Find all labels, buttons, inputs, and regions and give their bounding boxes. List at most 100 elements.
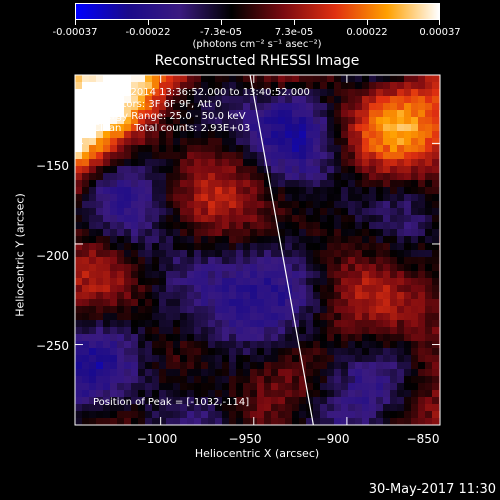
- heatmap-pixel: [355, 124, 362, 131]
- heatmap-pixel: [278, 215, 285, 222]
- heatmap-pixel: [236, 159, 243, 166]
- heatmap-pixel: [166, 145, 173, 152]
- heatmap-pixel: [271, 355, 278, 362]
- heatmap-pixel: [278, 96, 285, 103]
- heatmap-pixel: [159, 166, 166, 173]
- heatmap-pixel: [110, 145, 117, 152]
- heatmap-pixel: [250, 348, 257, 355]
- heatmap-pixel: [75, 215, 82, 222]
- heatmap-pixel: [131, 117, 138, 124]
- heatmap-pixel: [173, 369, 180, 376]
- heatmap-pixel: [236, 369, 243, 376]
- heatmap-pixel: [243, 117, 250, 124]
- heatmap-pixel: [152, 117, 159, 124]
- heatmap-pixel: [89, 257, 96, 264]
- heatmap-pixel: [292, 159, 299, 166]
- heatmap-pixel: [306, 131, 313, 138]
- heatmap-pixel: [397, 208, 404, 215]
- heatmap-pixel: [229, 397, 236, 404]
- heatmap-pixel: [299, 313, 306, 320]
- heatmap-pixel: [404, 159, 411, 166]
- heatmap-pixel: [257, 327, 264, 334]
- heatmap-pixel: [131, 292, 138, 299]
- overlay-energy-range: Energy Range: 25.0 - 50.0 keV: [93, 111, 246, 122]
- heatmap-pixel: [362, 124, 369, 131]
- heatmap-pixel: [320, 201, 327, 208]
- heatmap-pixel: [215, 271, 222, 278]
- heatmap-pixel: [369, 292, 376, 299]
- heatmap-pixel: [236, 173, 243, 180]
- heatmap-pixel: [257, 222, 264, 229]
- heatmap-pixel: [152, 355, 159, 362]
- heatmap-pixel: [82, 145, 89, 152]
- heatmap-pixel: [250, 383, 257, 390]
- heatmap-pixel: [117, 292, 124, 299]
- heatmap-pixel: [425, 390, 432, 397]
- heatmap-pixel: [96, 194, 103, 201]
- heatmap-pixel: [180, 250, 187, 257]
- heatmap-pixel: [89, 411, 96, 418]
- heatmap-pixel: [362, 278, 369, 285]
- heatmap-pixel: [278, 236, 285, 243]
- heatmap-pixel: [355, 285, 362, 292]
- heatmap-pixel: [243, 215, 250, 222]
- heatmap-pixel: [390, 327, 397, 334]
- heatmap-pixel: [187, 320, 194, 327]
- heatmap-pixel: [117, 383, 124, 390]
- heatmap-pixel: [124, 334, 131, 341]
- heatmap-pixel: [215, 208, 222, 215]
- heatmap-pixel: [271, 180, 278, 187]
- heatmap-pixel: [376, 201, 383, 208]
- heatmap-pixel: [152, 383, 159, 390]
- heatmap-pixel: [117, 313, 124, 320]
- heatmap-pixel: [215, 159, 222, 166]
- heatmap-pixel: [397, 341, 404, 348]
- heatmap-pixel: [236, 334, 243, 341]
- heatmap-pixel: [166, 194, 173, 201]
- heatmap-pixel: [82, 138, 89, 145]
- colorbar-tick: [367, 20, 368, 25]
- heatmap-pixel: [425, 110, 432, 117]
- heatmap-pixel: [229, 334, 236, 341]
- heatmap-pixel: [82, 96, 89, 103]
- heatmap-pixel: [425, 292, 432, 299]
- heatmap-pixel: [411, 110, 418, 117]
- heatmap-pixel: [362, 194, 369, 201]
- heatmap-pixel: [159, 236, 166, 243]
- heatmap-pixel: [334, 75, 341, 82]
- heatmap-pixel: [278, 313, 285, 320]
- heatmap-pixel: [173, 397, 180, 404]
- heatmap-pixel: [131, 411, 138, 418]
- overlay-peak-position: Position of Peak = [-1032,-114]: [93, 397, 250, 408]
- heatmap-pixel: [82, 348, 89, 355]
- heatmap-pixel: [250, 236, 257, 243]
- heatmap-pixel: [138, 327, 145, 334]
- heatmap-pixel: [75, 229, 82, 236]
- heatmap-pixel: [124, 369, 131, 376]
- heatmap-pixel: [278, 166, 285, 173]
- heatmap-pixel: [306, 334, 313, 341]
- heatmap-pixel: [313, 124, 320, 131]
- colorbar-label-3: 7.3e-05: [274, 27, 314, 38]
- heatmap-pixel: [124, 271, 131, 278]
- heatmap-pixel: [425, 159, 432, 166]
- heatmap-pixel: [334, 362, 341, 369]
- heatmap-pixel: [299, 369, 306, 376]
- heatmap-pixel: [124, 411, 131, 418]
- heatmap-pixel: [397, 110, 404, 117]
- heatmap-pixel: [404, 285, 411, 292]
- heatmap-pixel: [110, 208, 117, 215]
- heatmap-pixel: [425, 138, 432, 145]
- heatmap-pixel: [201, 411, 208, 418]
- heatmap-pixel: [166, 334, 173, 341]
- heatmap-pixel: [96, 320, 103, 327]
- heatmap-pixel: [411, 82, 418, 89]
- heatmap-pixel: [432, 159, 439, 166]
- heatmap-pixel: [222, 271, 229, 278]
- heatmap-pixel: [320, 292, 327, 299]
- heatmap-pixel: [264, 313, 271, 320]
- heatmap-pixel: [432, 383, 439, 390]
- heatmap-pixel: [404, 152, 411, 159]
- heatmap-pixel: [243, 257, 250, 264]
- heatmap-pixel: [222, 194, 229, 201]
